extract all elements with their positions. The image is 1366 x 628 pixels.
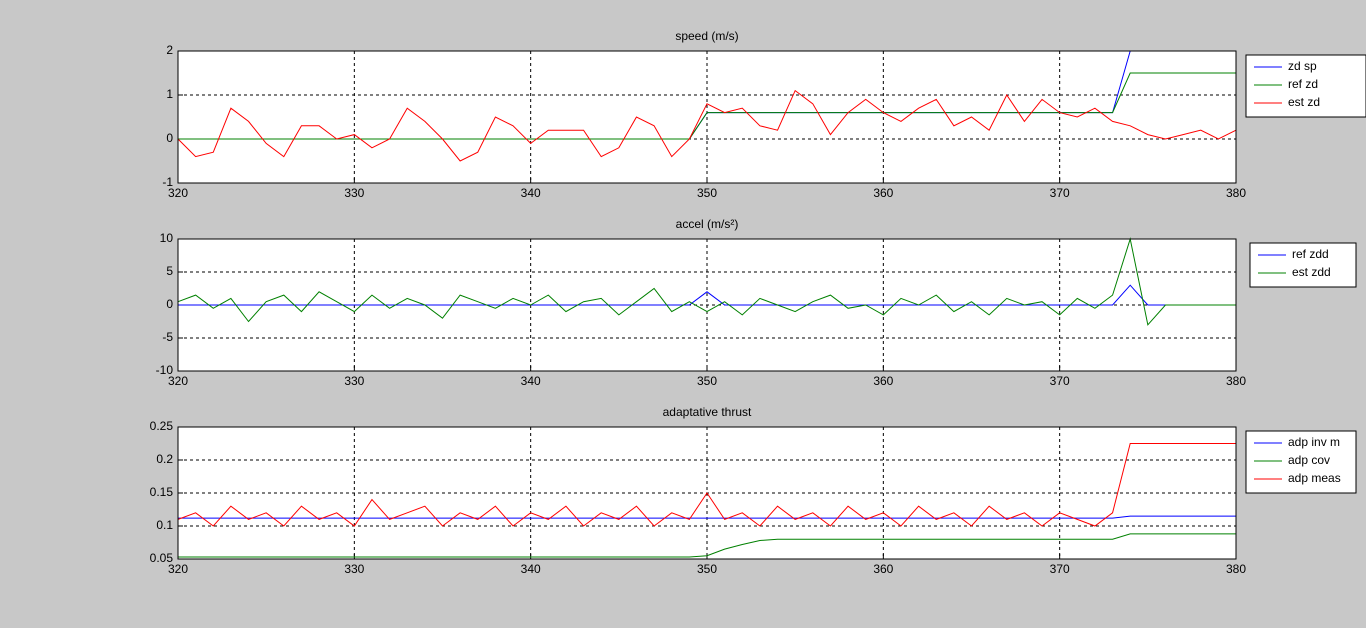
- x-tick-label: 340: [521, 186, 541, 200]
- y-tick-label: 0.15: [150, 485, 174, 499]
- x-tick-label: 340: [521, 374, 541, 388]
- y-tick-label: 1: [166, 87, 173, 101]
- chart-title: accel (m/s²): [676, 217, 739, 231]
- legend-label: zd sp: [1288, 59, 1317, 73]
- legend-label: adp cov: [1288, 453, 1330, 467]
- x-tick-label: 330: [344, 186, 364, 200]
- x-tick-label: 320: [168, 562, 188, 576]
- legend-label: adp meas: [1288, 471, 1341, 485]
- chart-title: speed (m/s): [675, 29, 738, 43]
- series-line: [178, 533, 1236, 558]
- x-tick-label: 330: [344, 374, 364, 388]
- y-tick-label: 5: [166, 264, 173, 278]
- plot-frame: [177, 426, 1237, 560]
- x-tick-label: 350: [697, 186, 717, 200]
- y-tick-label: 10: [160, 231, 174, 245]
- y-tick-label: 0.05: [150, 551, 174, 565]
- y-tick-label: 2: [166, 43, 173, 57]
- legend-box: [1249, 242, 1357, 288]
- x-tick-label: 360: [873, 374, 893, 388]
- chart-title: adaptative thrust: [663, 405, 752, 419]
- x-tick-label: 380: [1226, 562, 1246, 576]
- y-tick-label: 0: [166, 131, 173, 145]
- x-tick-label: 360: [873, 562, 893, 576]
- x-tick-label: 370: [1050, 374, 1070, 388]
- x-tick-label: 320: [168, 186, 188, 200]
- legend-label: adp inv m: [1288, 435, 1340, 449]
- plot-frame: [177, 50, 1237, 184]
- x-tick-label: 370: [1050, 562, 1070, 576]
- legend-label: est zdd: [1292, 265, 1331, 279]
- x-tick-label: 350: [697, 374, 717, 388]
- y-tick-label: 0: [166, 297, 173, 311]
- x-tick-label: 380: [1226, 374, 1246, 388]
- x-tick-label: 360: [873, 186, 893, 200]
- series-line: [178, 515, 1236, 519]
- x-tick-label: 370: [1050, 186, 1070, 200]
- plot-frame: [177, 238, 1237, 372]
- series-line: [177, 89, 1237, 162]
- series-line: [177, 237, 1236, 326]
- y-tick-label: -10: [156, 363, 174, 377]
- legend-label: est zd: [1288, 95, 1320, 109]
- legend-box: [1245, 430, 1357, 494]
- x-tick-label: 340: [521, 562, 541, 576]
- series-line: [178, 284, 1236, 306]
- y-tick-label: 0.2: [156, 452, 173, 466]
- y-tick-label: 0.25: [150, 419, 174, 433]
- x-tick-label: 330: [344, 562, 364, 576]
- y-tick-label: -5: [162, 330, 173, 344]
- x-tick-label: 320: [168, 374, 188, 388]
- legend-label: ref zd: [1288, 77, 1318, 91]
- y-tick-label: 0.1: [156, 518, 173, 532]
- y-tick-label: -1: [162, 175, 173, 189]
- series-line: [177, 443, 1236, 527]
- legend-label: ref zdd: [1292, 247, 1329, 261]
- legend-box: [1245, 54, 1366, 118]
- x-tick-label: 350: [697, 562, 717, 576]
- x-tick-label: 380: [1226, 186, 1246, 200]
